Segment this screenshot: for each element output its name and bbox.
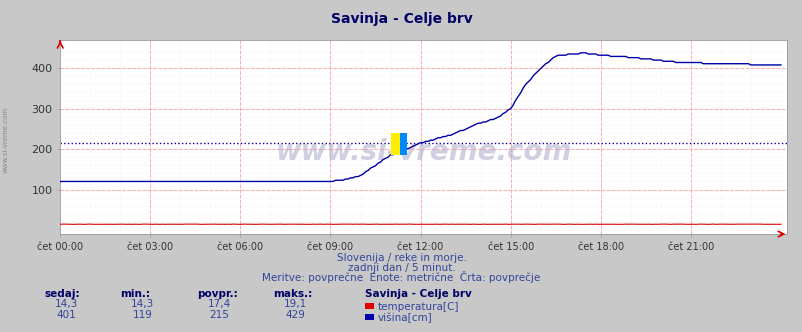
Text: višina[cm]: višina[cm] [377, 313, 431, 323]
Text: www.si-vreme.com: www.si-vreme.com [2, 106, 9, 173]
Text: www.si-vreme.com: www.si-vreme.com [275, 138, 571, 166]
Text: maks.:: maks.: [273, 289, 312, 299]
Text: temperatura[C]: temperatura[C] [377, 302, 458, 312]
Text: 429: 429 [286, 310, 305, 320]
Text: zadnji dan / 5 minut.: zadnji dan / 5 minut. [347, 263, 455, 273]
Text: povpr.:: povpr.: [196, 289, 237, 299]
Text: sedaj:: sedaj: [44, 289, 79, 299]
Text: min.:: min.: [120, 289, 150, 299]
Text: Slovenija / reke in morje.: Slovenija / reke in morje. [336, 253, 466, 263]
Text: 19,1: 19,1 [284, 299, 306, 309]
Text: Savinja - Celje brv: Savinja - Celje brv [330, 12, 472, 26]
Text: 14,3: 14,3 [132, 299, 154, 309]
Text: Meritve: povprečne  Enote: metrične  Črta: povprečje: Meritve: povprečne Enote: metrične Črta:… [262, 271, 540, 283]
Text: 14,3: 14,3 [55, 299, 78, 309]
Text: 401: 401 [57, 310, 76, 320]
Text: 215: 215 [209, 310, 229, 320]
Text: 17,4: 17,4 [208, 299, 230, 309]
Text: Savinja - Celje brv: Savinja - Celje brv [365, 289, 472, 299]
Text: 119: 119 [133, 310, 152, 320]
